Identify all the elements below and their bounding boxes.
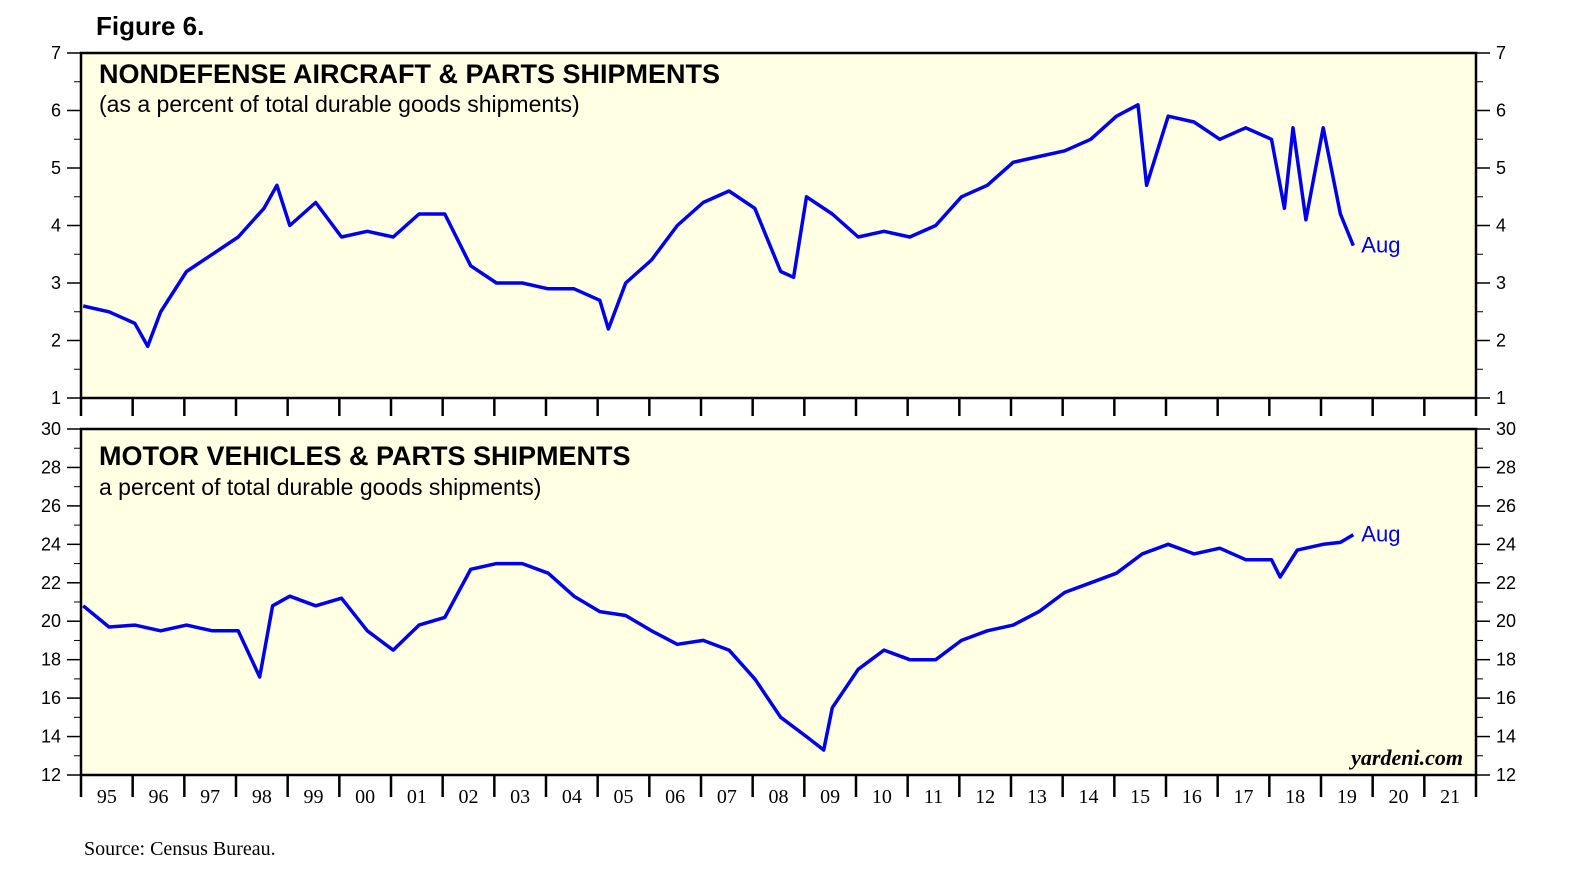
aircraft-panel-subtitle: (as a percent of total durable goods shi…	[99, 91, 580, 117]
aircraft-ytick-label-right: 5	[1496, 158, 1506, 178]
motor-vehicles-ytick-label-left: 12	[41, 765, 61, 785]
motor-vehicles-ytick-label-right: 26	[1496, 496, 1516, 516]
aircraft-ytick-label-right: 3	[1496, 273, 1506, 293]
motor-vehicles-ytick-label-right: 18	[1496, 650, 1516, 670]
x-tick-label: 06	[665, 786, 685, 808]
x-tick-label: 13	[1027, 786, 1047, 808]
aircraft-series-line	[82, 103, 1355, 349]
aircraft-ytick-label-right: 6	[1496, 101, 1506, 121]
x-tick-label: 99	[304, 786, 324, 808]
x-axis: 95 96 97 98 99 00 01 02 03 04 05 06 07 08 09 10 11 12 13 14…	[79, 775, 1478, 808]
motor-vehicles-ytick-label-left: 14	[41, 727, 61, 747]
x-tick-label: 17	[1234, 786, 1254, 808]
aircraft-plot-area	[79, 51, 1478, 400]
motor-vehicles-ytick-label-left: 30	[41, 419, 61, 439]
motor-vehicles-ytick-label-right: 28	[1496, 457, 1516, 477]
aircraft-end-label: Aug	[1361, 233, 1400, 258]
motor-vehicles-ytick-label-left: 24	[41, 534, 61, 554]
motor-vehicles-ytick-label-right: 22	[1496, 573, 1516, 593]
motor-vehicles-ytick-label-right: 16	[1496, 688, 1516, 708]
motor-vehicles-ytick-label-right: 20	[1496, 611, 1516, 631]
aircraft-y-axis: 1 1 2 2 3 3 4 4 5 5 6 6 7 7	[51, 43, 1506, 408]
x-tick-label: 02	[459, 786, 479, 808]
x-tick-label: 11	[924, 786, 943, 808]
x-tick-label: 96	[149, 786, 169, 808]
aircraft-ytick-label-left: 1	[51, 388, 61, 408]
aircraft-ytick-label-right: 1	[1496, 388, 1506, 408]
motor-vehicles-ytick-label-left: 28	[41, 457, 61, 477]
motor-vehicles-ytick-label-left: 18	[41, 650, 61, 670]
x-tick-label: 00	[355, 786, 375, 808]
x-tick-label: 20	[1389, 786, 1409, 808]
x-tick-label: 10	[872, 786, 892, 808]
aircraft-ytick-label-left: 4	[51, 216, 61, 236]
motor-vehicles-series-line	[82, 533, 1355, 752]
x-tick-label: 05	[614, 786, 634, 808]
aircraft-ytick-label-left: 6	[51, 101, 61, 121]
x-tick-label: 18	[1285, 786, 1305, 808]
aircraft-panel-title: NONDEFENSE AIRCRAFT & PARTS SHIPMENTS	[99, 59, 720, 89]
x-tick-label: 19	[1337, 786, 1357, 808]
motor-vehicles-plot-area	[79, 427, 1478, 777]
aircraft-ytick-label-left: 5	[51, 158, 61, 178]
aircraft-ytick-label-right: 2	[1496, 331, 1506, 351]
motor-vehicles-y-axis: 12 12 14 14 16 16 18 18 20 20 22 22 24 24 26 26 28 28 30 30	[41, 419, 1516, 785]
figure-title: Figure 6.	[96, 11, 204, 41]
aircraft-ytick-label-right: 7	[1496, 43, 1506, 63]
motor-vehicles-ytick-label-right: 24	[1496, 534, 1516, 554]
motor-vehicles-ytick-label-right: 12	[1496, 765, 1516, 785]
source-note: Source: Census Bureau.	[84, 838, 276, 860]
motor-vehicles-panel-subtitle: a percent of total durable goods shipmen…	[99, 474, 541, 500]
x-tick-label: 14	[1079, 786, 1099, 808]
x-tick-label: 16	[1182, 786, 1202, 808]
x-tick-label: 04	[562, 786, 582, 808]
motor-vehicles-end-label: Aug	[1361, 522, 1400, 547]
motor-vehicles-ytick-label-left: 26	[41, 496, 61, 516]
motor-vehicles-ytick-label-right: 30	[1496, 419, 1516, 439]
motor-vehicles-ytick-label-left: 20	[41, 611, 61, 631]
motor-vehicles-panel: MOTOR VEHICLES & PARTS SHIPMENTS a perce…	[41, 419, 1516, 785]
aircraft-ytick-label-left: 7	[51, 43, 61, 63]
x-tick-label: 07	[717, 786, 737, 808]
x-tick-label: 08	[769, 786, 789, 808]
motor-vehicles-ytick-label-left: 16	[41, 688, 61, 708]
aircraft-panel: NONDEFENSE AIRCRAFT & PARTS SHIPMENTS (a…	[51, 43, 1506, 408]
aircraft-ytick-label-left: 3	[51, 273, 61, 293]
x-tick-label: 98	[252, 786, 272, 808]
aircraft-ytick-label-left: 2	[51, 331, 61, 351]
motor-vehicles-panel-title: MOTOR VEHICLES & PARTS SHIPMENTS	[99, 441, 631, 471]
motor-vehicles-ytick-label-left: 22	[41, 573, 61, 593]
yardeni-credit: yardeni.com	[1348, 745, 1463, 770]
aircraft-ytick-label-right: 4	[1496, 216, 1506, 236]
x-tick-label: 15	[1130, 786, 1150, 808]
x-tick-label: 95	[97, 786, 117, 808]
x-tick-label: 12	[975, 786, 995, 808]
x-tick-label: 03	[510, 786, 530, 808]
x-tick-label: 09	[820, 786, 840, 808]
x-tick-label: 01	[407, 786, 427, 808]
motor-vehicles-ytick-label-right: 14	[1496, 727, 1516, 747]
middle-year-ticks	[79, 398, 1478, 416]
x-tick-label: 97	[200, 786, 220, 808]
x-tick-label: 21	[1440, 786, 1460, 808]
